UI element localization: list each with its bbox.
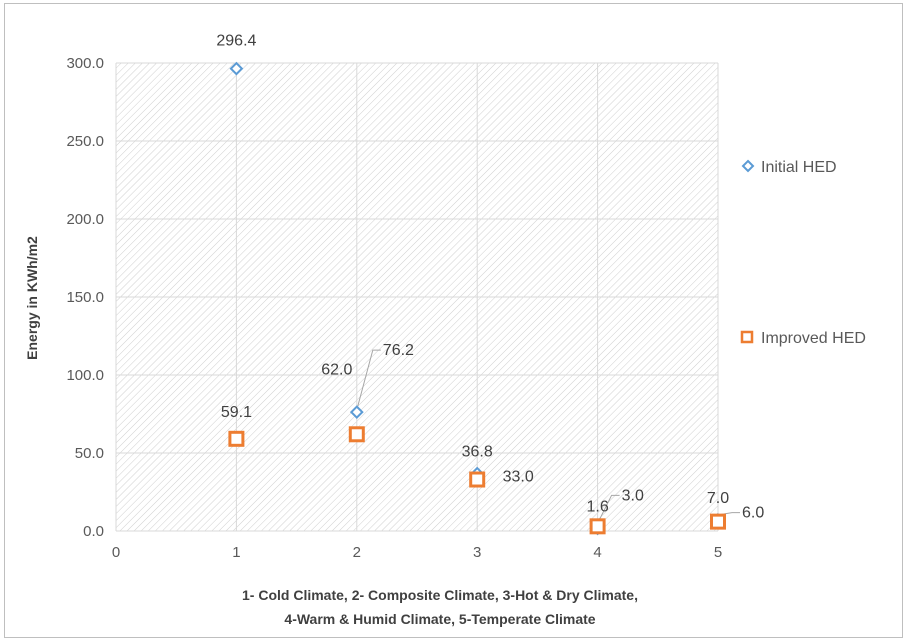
y-tick-label: 0.0 — [83, 523, 104, 540]
legend-label-improved-hed: Improved HED — [761, 330, 866, 347]
y-tick-label: 200.0 — [66, 211, 104, 228]
improved-hed-data-label: 6.0 — [742, 505, 764, 522]
y-tick-label: 50.0 — [75, 445, 104, 462]
initial-hed-data-label: 7.0 — [707, 490, 729, 507]
y-tick-label: 250.0 — [66, 133, 104, 150]
improved-hed-data-label: 3.0 — [622, 487, 644, 504]
improved-hed-data-label: 62.0 — [321, 361, 352, 378]
legend-marker-improved-hed — [740, 330, 754, 344]
improved-hed-marker — [710, 513, 726, 530]
initial-hed-data-label: 296.4 — [216, 33, 256, 50]
y-tick-label: 150.0 — [66, 289, 104, 306]
initial-hed-data-label: 76.2 — [383, 342, 414, 359]
x-tick-label: 1 — [232, 544, 240, 561]
x-tick-label: 3 — [473, 544, 481, 561]
initial-hed-marker — [229, 61, 244, 76]
legend-marker-initial-hed — [741, 159, 755, 173]
y-tick-label: 100.0 — [66, 367, 104, 384]
improved-hed-data-label: 59.1 — [221, 404, 252, 421]
x-tick-label: 4 — [593, 544, 601, 561]
data-label-leader — [599, 494, 620, 520]
improved-hed-marker — [228, 430, 245, 447]
improved-hed-data-label: 33.0 — [503, 469, 534, 486]
x-tick-label: 2 — [353, 544, 361, 561]
initial-hed-data-label: 36.8 — [462, 444, 493, 461]
data-label-leader — [357, 349, 381, 407]
improved-hed-marker — [348, 426, 365, 443]
initial-hed-data-label: 1.6 — [586, 499, 608, 516]
legend-label-initial-hed: Initial HED — [761, 159, 837, 176]
improved-hed-marker — [589, 518, 606, 535]
y-tick-label: 300.0 — [66, 55, 104, 72]
x-axis-title-line-1: 1- Cold Climate, 2- Composite Climate, 3… — [242, 587, 638, 603]
x-tick-label: 5 — [714, 544, 722, 561]
x-tick-label: 0 — [112, 544, 120, 561]
legend: Initial HED Improved HED — [740, 159, 866, 347]
initial-hed-marker — [349, 405, 364, 420]
improved-hed-marker — [469, 471, 486, 488]
y-axis-title: Energy in KWh/m2 — [24, 236, 40, 360]
x-axis-title-line-2: 4-Warm & Humid Climate, 5-Temperate Clim… — [284, 611, 595, 627]
